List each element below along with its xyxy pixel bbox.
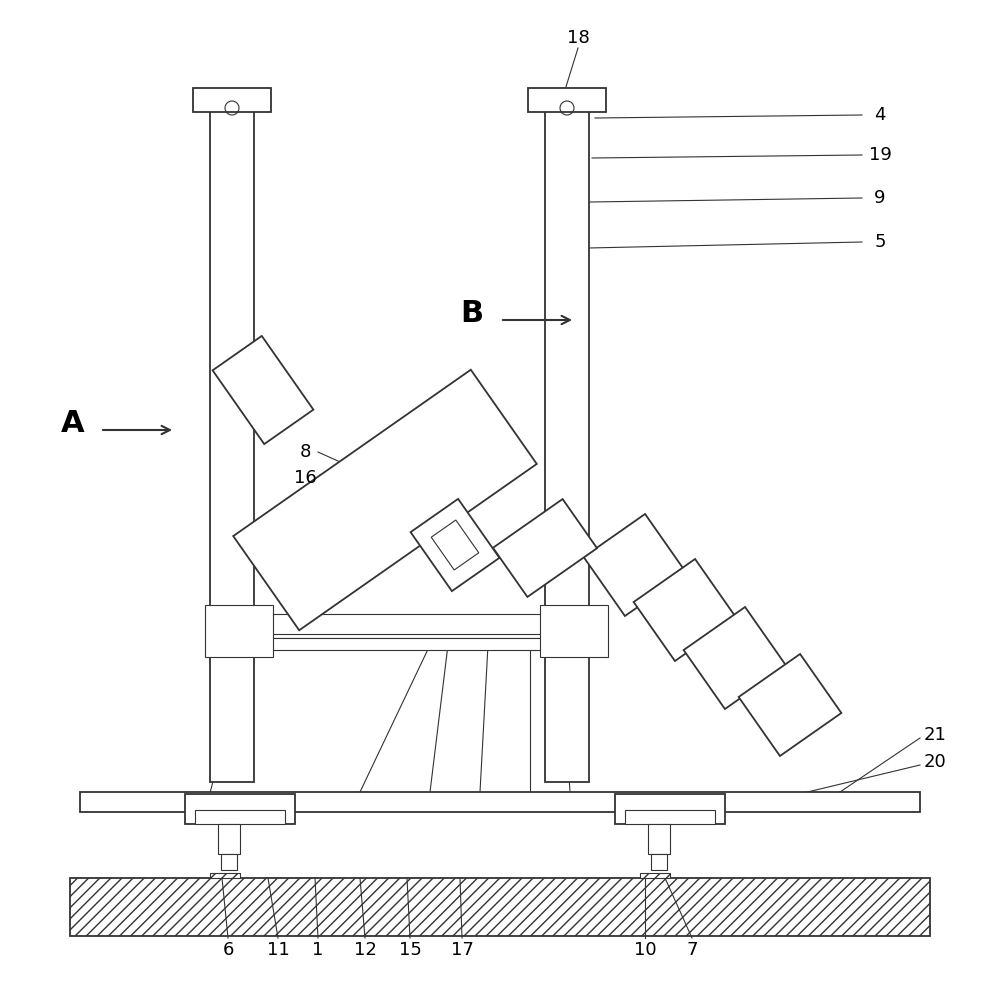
Bar (431, 520, 479, 570)
Bar (545, 100, 589, 782)
Text: 1: 1 (312, 941, 324, 959)
Bar (195, 810, 285, 824)
Bar (684, 607, 786, 709)
Text: 10: 10 (634, 941, 656, 959)
Text: 5: 5 (874, 233, 886, 251)
Bar (205, 605, 273, 657)
Text: 4: 4 (874, 106, 886, 124)
Text: B: B (460, 298, 484, 328)
Text: 12: 12 (354, 941, 376, 959)
Bar (625, 810, 715, 824)
Text: 20: 20 (924, 753, 946, 771)
Text: 21: 21 (924, 726, 946, 744)
Text: 6: 6 (222, 941, 234, 959)
Bar (739, 654, 841, 756)
Bar (218, 824, 240, 854)
Bar (493, 499, 597, 597)
Text: 16: 16 (294, 469, 316, 487)
Polygon shape (210, 873, 240, 878)
Text: 17: 17 (451, 941, 473, 959)
Text: 8: 8 (299, 443, 311, 461)
Bar (185, 794, 295, 824)
Bar (634, 559, 736, 661)
Bar (233, 370, 537, 631)
Bar (210, 614, 590, 634)
Bar (210, 638, 590, 650)
Bar (651, 854, 667, 870)
Bar (221, 854, 237, 870)
Bar (210, 100, 254, 782)
Text: 15: 15 (399, 941, 421, 959)
Text: 9: 9 (874, 189, 886, 207)
Polygon shape (640, 873, 670, 878)
Bar (411, 499, 499, 591)
Text: 3: 3 (236, 606, 248, 624)
Bar (584, 514, 686, 616)
Bar (80, 792, 920, 812)
Bar (648, 824, 670, 854)
Text: A: A (61, 408, 85, 438)
Bar (193, 88, 271, 112)
Text: 19: 19 (869, 146, 891, 164)
Text: 11: 11 (267, 941, 289, 959)
Text: 18: 18 (567, 29, 589, 47)
Bar (70, 878, 930, 936)
Bar (213, 336, 313, 444)
Bar (540, 605, 608, 657)
Text: 7: 7 (686, 941, 698, 959)
Bar (615, 794, 725, 824)
Bar (528, 88, 606, 112)
